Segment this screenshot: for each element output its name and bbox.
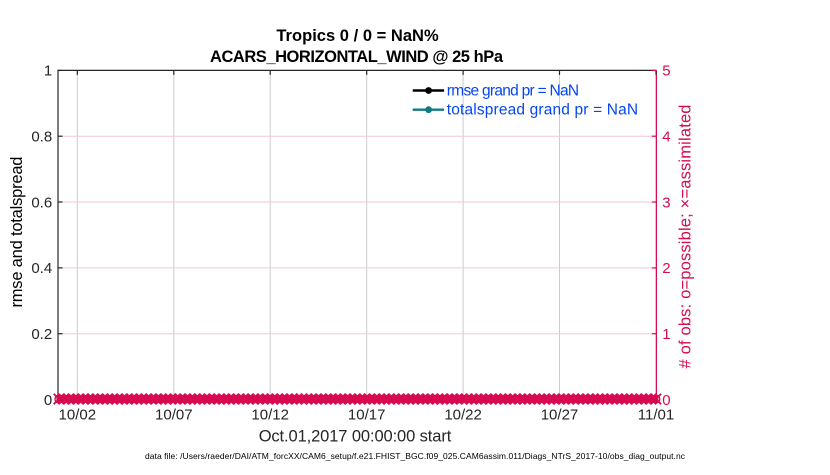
svg-text:10/27: 10/27 [541,407,579,424]
svg-text:ACARS_HORIZONTAL_WIND @ 25 hPa: ACARS_HORIZONTAL_WIND @ 25 hPa [210,48,504,66]
svg-text:10/02: 10/02 [59,407,97,424]
svg-text:0.8: 0.8 [31,129,52,146]
svg-text:10/22: 10/22 [444,407,482,424]
svg-text:2: 2 [662,260,670,277]
svg-text:1: 1 [44,63,52,80]
svg-text:Oct.01,2017 00:00:00 start: Oct.01,2017 00:00:00 start [259,428,452,446]
svg-text:0: 0 [662,392,670,409]
svg-text:data file: /Users/raeder/DAI/A: data file: /Users/raeder/DAI/ATM_forcXX/… [145,451,686,461]
svg-text:0.6: 0.6 [31,194,52,211]
svg-text:11/01: 11/01 [638,407,674,424]
svg-text:10/17: 10/17 [348,407,386,424]
svg-text:0: 0 [44,392,52,409]
svg-text:10/12: 10/12 [251,407,289,424]
svg-text:10/07: 10/07 [155,407,193,424]
svg-text:5: 5 [662,63,670,80]
svg-text:rmse grand pr = NaN: rmse grand pr = NaN [447,82,579,99]
svg-text:# of obs: o=possible; ×=assimi: # of obs: o=possible; ×=assimilated [677,105,695,369]
svg-text:rmse and totalspread: rmse and totalspread [8,157,26,308]
svg-text:totalspread grand pr = NaN: totalspread grand pr = NaN [447,102,638,119]
svg-text:Tropics 0 / 0 = NaN%: Tropics 0 / 0 = NaN% [276,27,439,45]
svg-text:3: 3 [662,194,670,211]
svg-text:4: 4 [662,129,670,146]
svg-text:0.2: 0.2 [31,326,52,343]
svg-text:1: 1 [662,326,670,343]
svg-text:0.4: 0.4 [31,260,52,277]
